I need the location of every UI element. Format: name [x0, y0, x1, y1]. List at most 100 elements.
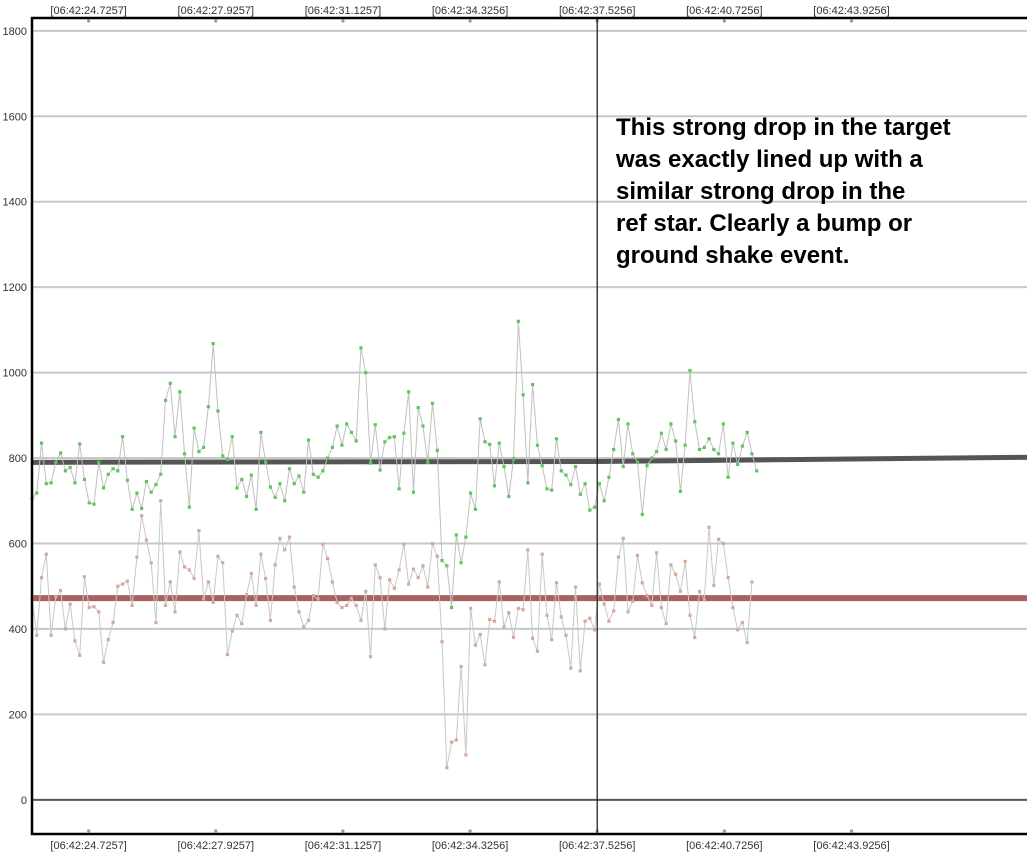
- target-point: [202, 445, 206, 449]
- x-tick-label-bottom: [06:42:24.7257]: [50, 840, 126, 852]
- reference-point: [531, 636, 535, 640]
- x-tick-label-top: [06:42:40.7256]: [686, 5, 762, 17]
- y-tick-label: 400: [9, 624, 27, 636]
- reference-point: [454, 738, 458, 742]
- target-point: [221, 454, 225, 458]
- reference-point: [669, 563, 673, 567]
- target-point: [621, 464, 625, 469]
- target-point: [326, 456, 330, 460]
- reference-point: [473, 643, 478, 647]
- target-point: [593, 505, 597, 509]
- target-point: [469, 491, 473, 495]
- target-point: [502, 464, 506, 469]
- reference-point: [674, 572, 678, 576]
- reference-point: [569, 666, 573, 670]
- reference-point: [35, 633, 39, 637]
- target-point: [216, 409, 220, 413]
- target-point: [731, 441, 735, 445]
- x-tick-label-top: [06:42:37.5256]: [559, 5, 635, 17]
- target-point: [364, 370, 368, 375]
- target-point: [726, 475, 730, 479]
- target-point: [631, 452, 635, 456]
- y-tick-label: 1200: [3, 282, 27, 294]
- target-point: [745, 430, 749, 435]
- x-tick-mark-bottom: [722, 829, 726, 833]
- reference-point: [397, 568, 401, 572]
- target-point: [445, 564, 449, 568]
- reference-series-line: [31, 500, 753, 768]
- target-point: [411, 490, 416, 494]
- target-point: [292, 482, 296, 486]
- target-point: [192, 426, 196, 430]
- reference-point: [359, 618, 363, 622]
- target-point: [135, 491, 139, 495]
- target-point: [426, 460, 430, 464]
- target-point: [140, 506, 144, 511]
- target-point: [716, 452, 721, 456]
- target-point: [697, 447, 702, 452]
- target-point: [149, 490, 153, 494]
- reference-point: [268, 618, 272, 622]
- reference-point: [654, 551, 659, 555]
- reference-point: [149, 561, 153, 565]
- target-point: [187, 505, 191, 509]
- target-point: [521, 393, 525, 397]
- reference-point: [621, 536, 625, 540]
- reference-point: [387, 578, 392, 582]
- target-point: [197, 450, 201, 454]
- target-point: [49, 481, 53, 485]
- reference-point: [559, 615, 563, 619]
- reference-point: [240, 622, 244, 626]
- target-point: [607, 475, 611, 479]
- target-point: [416, 406, 420, 410]
- target-point: [397, 487, 401, 491]
- target-point: [340, 443, 344, 447]
- x-tick-mark-bottom: [849, 829, 854, 833]
- reference-point: [502, 625, 506, 629]
- target-point: [321, 469, 325, 473]
- x-tick-mark-bottom: [214, 829, 218, 833]
- target-point: [488, 442, 492, 446]
- y-tick-label: 1400: [3, 197, 27, 209]
- reference-point: [63, 627, 67, 631]
- x-tick-label-top: [06:42:34.3256]: [432, 5, 508, 17]
- target-point: [740, 444, 745, 448]
- target-point: [345, 422, 349, 426]
- reference-point: [235, 613, 239, 617]
- target-point: [249, 473, 253, 477]
- target-point: [283, 499, 287, 503]
- reference-point: [159, 499, 163, 503]
- target-point: [387, 435, 392, 440]
- y-tick-label: 600: [9, 538, 27, 550]
- reference-point: [464, 753, 468, 757]
- reference-point: [292, 585, 296, 589]
- reference-point: [321, 542, 325, 546]
- reference-point: [111, 620, 115, 625]
- reference-point: [39, 576, 44, 580]
- x-axis-bottom: [06:42:24.7257] [06:42:27.9257] [06:42:31.…: [50, 829, 890, 852]
- reference-point: [697, 589, 702, 593]
- target-point: [407, 390, 411, 394]
- target-point: [612, 447, 616, 452]
- target-point: [473, 507, 478, 511]
- reference-point: [712, 583, 716, 587]
- x-tick-label-bottom: [06:42:37.5256]: [559, 840, 635, 852]
- reference-point: [378, 576, 382, 580]
- target-point: [106, 472, 110, 476]
- reference-point: [521, 608, 525, 612]
- target-point: [383, 440, 387, 444]
- target-point: [316, 475, 320, 479]
- reference-point: [721, 541, 725, 546]
- target-point: [240, 477, 244, 482]
- reference-point: [340, 605, 344, 610]
- reference-point: [535, 649, 539, 653]
- reference-point: [540, 552, 544, 556]
- reference-point: [716, 537, 721, 541]
- target-point: [59, 451, 63, 455]
- y-tick-label: 0: [21, 795, 27, 807]
- reference-point: [683, 559, 687, 564]
- target-point: [597, 482, 601, 486]
- target-point: [206, 405, 211, 409]
- reference-point: [511, 635, 516, 640]
- reference-point: [349, 596, 354, 600]
